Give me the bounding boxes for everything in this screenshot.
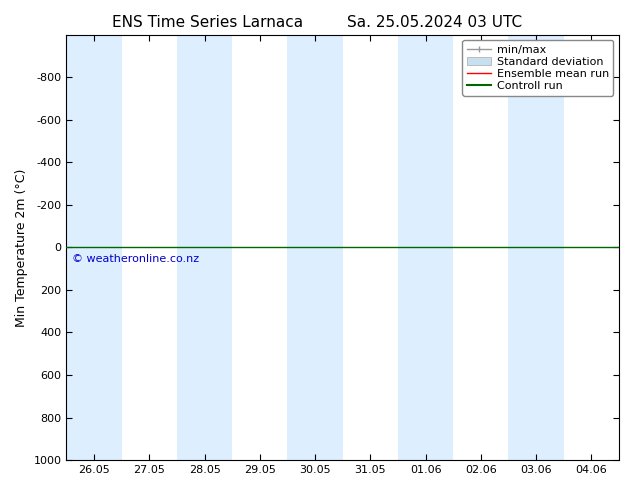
Bar xyxy=(287,35,343,460)
Y-axis label: Min Temperature 2m (°C): Min Temperature 2m (°C) xyxy=(15,168,28,326)
Bar xyxy=(398,35,453,460)
Text: © weatheronline.co.nz: © weatheronline.co.nz xyxy=(72,254,199,264)
Text: ENS Time Series Larnaca         Sa. 25.05.2024 03 UTC: ENS Time Series Larnaca Sa. 25.05.2024 0… xyxy=(112,15,522,30)
Bar xyxy=(177,35,232,460)
Bar xyxy=(508,35,564,460)
Bar xyxy=(67,35,122,460)
Legend: min/max, Standard deviation, Ensemble mean run, Controll run: min/max, Standard deviation, Ensemble me… xyxy=(462,40,614,96)
